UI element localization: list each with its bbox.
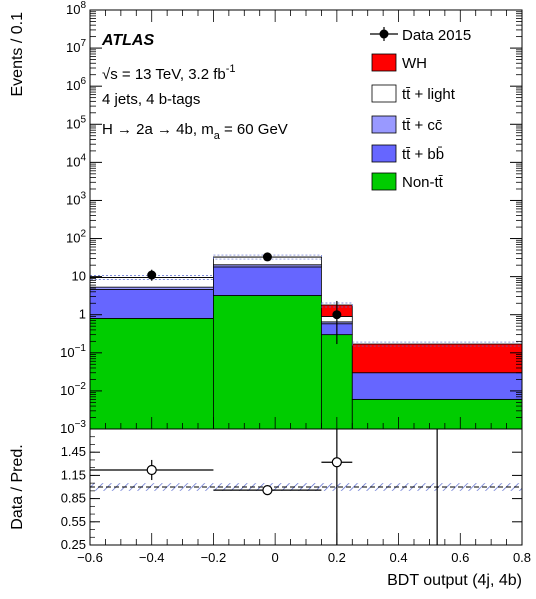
ratio-point-0 [146,464,157,476]
legend-label-wh: WH [402,55,427,72]
legend-swatch-wh [371,53,397,72]
experiment-label: ATLAS [101,32,154,49]
legend-entry-ttlight: tt̄ + light [371,84,456,103]
y-axis-title: Events / 0.1 [9,12,26,97]
bar-1-bin-1 [213,266,322,296]
ratio-y-tick-label-0: 0.25 [61,537,86,552]
uncertainty-band-bin-3 [351,341,523,347]
legend-label-ttcc: tt̄ + cc̄ [402,117,443,134]
ratio-content [90,429,522,545]
y-tick-label-1: 10−2 [60,381,86,398]
legend: Data 2015 WH tt̄ + light tt̄ + cc̄ tt̄ +… [370,27,471,191]
legend-entry-ttbb: tt̄ + bb̄ [371,144,444,163]
ratio-y-tick-label-4: 1.45 [61,444,86,459]
main-plot: 10−3 10−2 10−1 1 10 102 103 104 105 106 107 108 Even… [9,0,523,436]
legend-entry-nontt: Non-tt̄ [371,172,444,191]
y-tick-label-3: 1 [79,307,86,322]
y-tick-label-0: 10−3 [60,419,86,436]
ratio-y-tick-label-3: 1.15 [61,467,86,482]
energy-lumi-label: √s = 13 TeV, 3.2 fb-1 [102,63,236,83]
legend-label-ttbb: tt̄ + bb̄ [402,146,444,163]
legend-swatch-ttbb [371,144,397,163]
y-tick-label-9: 106 [66,76,86,93]
ratio-y-ticks: 0.25 0.55 0.85 1.15 1.45 [61,436,522,552]
legend-data-marker [379,29,389,39]
legend-swatch-nontt [371,172,397,191]
y-axis-ticks: 10−3 10−2 10−1 1 10 102 103 104 105 106 107 108 [60,0,522,436]
y-tick-label-6: 103 [66,190,86,207]
legend-entry-wh: WH [371,53,427,72]
x-tick-label-5: 0.4 [390,550,408,565]
ratio-point-1 [262,484,273,496]
data-point-0 [147,270,157,280]
bar-1-bin-0 [89,289,214,319]
x-tick-label-4: 0.2 [328,550,346,565]
legend-swatch-ttlight [371,84,397,103]
x-ticks-main [89,10,523,429]
bar-0-bin-3 [351,398,523,430]
ratio-y-tick-label-1: 0.55 [61,514,86,529]
y-tick-label-5: 102 [66,229,86,246]
x-tick-label-1: −0.4 [139,550,165,565]
x-tick-label-2: −0.2 [201,550,227,565]
legend-entry-data: Data 2015 [370,27,471,44]
legend-label-ttlight: tt̄ + light [402,86,456,103]
y-tick-label-10: 107 [66,38,86,55]
bar-4-bin-3 [351,343,523,374]
bar-0-bin-2 [321,334,353,430]
ratio-y-tick-label-2: 0.85 [61,491,86,506]
uncertainty-band-bin-2 [321,302,353,308]
bar-0-bin-0 [89,318,214,430]
legend-swatch-ttcc [371,115,397,134]
x-tick-label-0: −0.6 [77,550,103,565]
data-point-2 [332,310,342,320]
bar-1-bin-3 [351,372,523,400]
ratio-y-axis-title: Data / Pred. [9,444,26,529]
y-tick-label-7: 104 [66,152,86,169]
y-tick-label-11: 108 [66,0,86,17]
selection-label: 4 jets, 4 b-tags [102,91,200,108]
data-point-1 [262,252,272,262]
x-axis-ticks: −0.6 −0.4 −0.2 0 0.2 0.4 0.6 0.8 [77,533,531,565]
signal-label: H → 2a → 4b, ma = 60 GeV [102,121,288,142]
data-points [147,252,342,345]
x-tick-label-6: 0.6 [451,550,469,565]
ratio-plot: 0.25 0.55 0.85 1.15 1.45 Data / Pred. −0.6 −0.4… [9,428,531,589]
legend-entry-ttcc: tt̄ + cc̄ [371,115,443,134]
x-axis-title: BDT output (4j, 4b) [387,572,522,589]
stacked-bars [89,254,523,430]
x-tick-label-7: 0.8 [513,550,531,565]
y-tick-label-2: 10−1 [60,343,86,360]
plot-annotations: ATLAS √s = 13 TeV, 3.2 fb-1 4 jets, 4 b-… [101,32,288,142]
bar-0-bin-1 [213,295,322,430]
legend-label-data: Data 2015 [402,27,471,44]
x-tick-label-3: 0 [272,550,279,565]
y-tick-label-4: 10 [72,269,86,284]
legend-label-nontt: Non-tt̄ [402,174,444,191]
ratio-point-2 [331,457,342,468]
y-tick-label-8: 105 [66,114,86,131]
